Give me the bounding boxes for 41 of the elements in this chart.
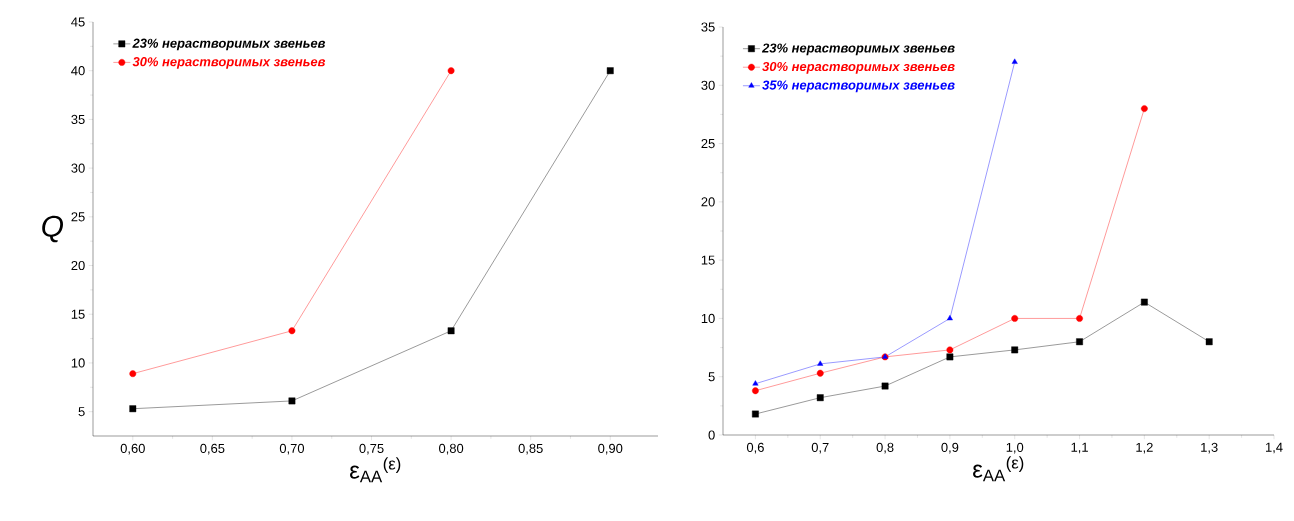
y-axis-title: Q (42, 215, 63, 243)
y-tick-label: 10 (701, 313, 715, 324)
x-tick-label: 0,60 (120, 443, 145, 455)
x-tick-label: 0,6 (746, 442, 764, 454)
x-axis-title: ε$_{AA}$(ε) (973, 456, 1024, 482)
x-axis-title: ε$_{AA}$(ε) (350, 457, 401, 483)
y-tick-label: 35 (71, 114, 85, 124)
legend-label: 23% нерастворимых звеньев (132, 38, 326, 51)
y-tick-label: 20 (71, 260, 85, 271)
y-tick-label: 15 (701, 255, 715, 265)
y-tick-label: 10 (71, 358, 85, 368)
legend-label: 35% нерастворимых звеньев (762, 80, 955, 93)
x-tick-label: 1,4 (1266, 442, 1283, 454)
y-tick-label: 15 (71, 309, 85, 319)
x-tick-label: 0,7 (811, 442, 829, 454)
x-tick-label: 0,9 (941, 442, 959, 454)
y-tick-label: 40 (71, 66, 85, 76)
x-tick-label: 0,90 (598, 443, 623, 455)
y-tick-label: 20 (701, 197, 715, 207)
x-tick-label: 1,2 (1136, 442, 1153, 454)
x-tick-label: 0,75 (359, 443, 384, 455)
y-tick-label: 5 (708, 372, 715, 382)
y-tick-label: 5 (78, 407, 85, 417)
y-tick-label: 30 (71, 163, 85, 173)
y-tick-label: 0 (708, 430, 715, 440)
y-tick-label: 35 (701, 22, 715, 32)
legend-label: 23% нерастворимых звеньев (761, 43, 955, 56)
y-tick-label: 45 (71, 17, 85, 27)
x-tick-label: 0,8 (876, 442, 894, 454)
x-tick-label: 0,65 (200, 443, 225, 455)
x-tick-label: 1,0 (1006, 442, 1024, 454)
x-tick-label: 1,3 (1201, 442, 1218, 454)
x-tick-label: 0,70 (279, 443, 305, 455)
x-tick-label: 1,1 (1071, 442, 1088, 454)
x-tick-label: 0,85 (518, 443, 543, 455)
y-tick-label: 25 (71, 212, 85, 222)
x-tick-label: 0,80 (439, 443, 464, 455)
legend-label: 30% нерастворимых звеньев (762, 61, 955, 74)
y-tick-label: 25 (701, 138, 715, 149)
y-tick-label: 30 (701, 80, 715, 90)
legend-label: 30% нерастворимых звеньев (132, 57, 326, 69)
